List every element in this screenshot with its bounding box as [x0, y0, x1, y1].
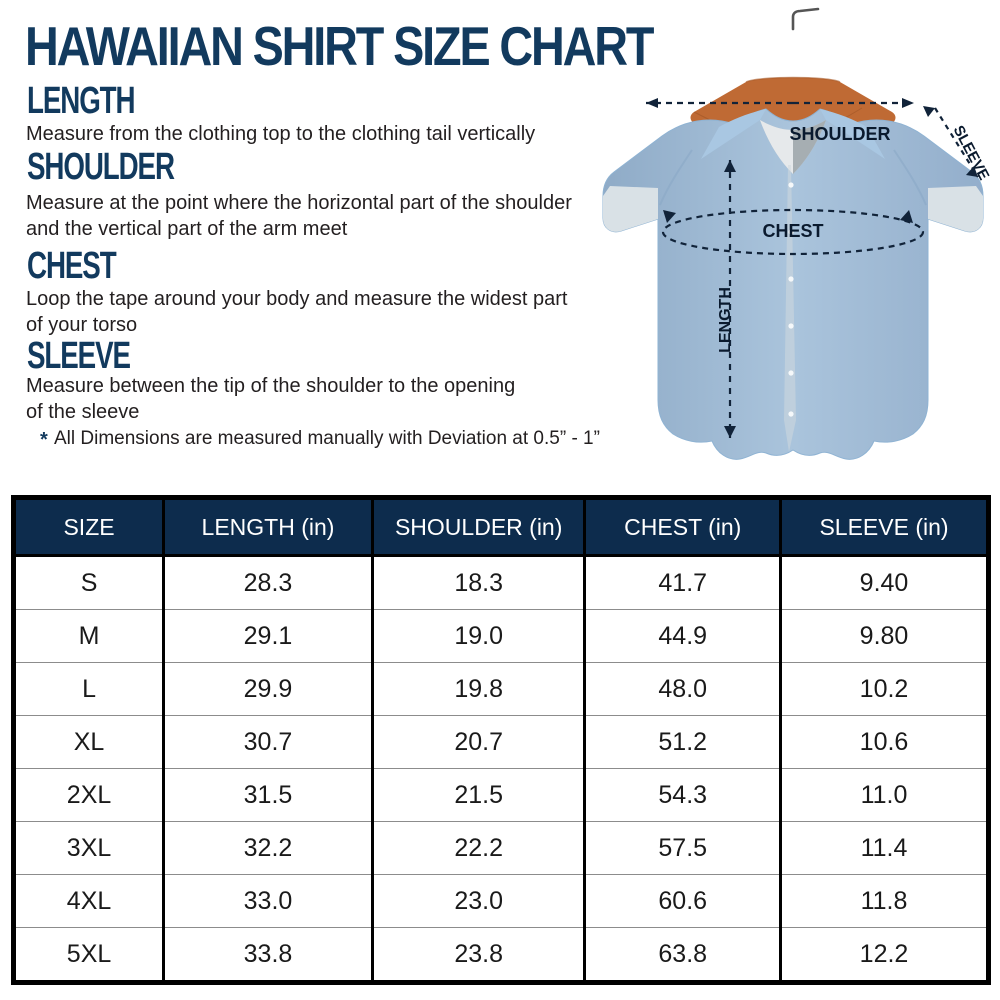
svg-text:CHEST: CHEST	[762, 221, 823, 241]
svg-text:LENGTH: LENGTH	[717, 287, 734, 353]
svg-text:SHOULDER: SHOULDER	[789, 124, 890, 144]
